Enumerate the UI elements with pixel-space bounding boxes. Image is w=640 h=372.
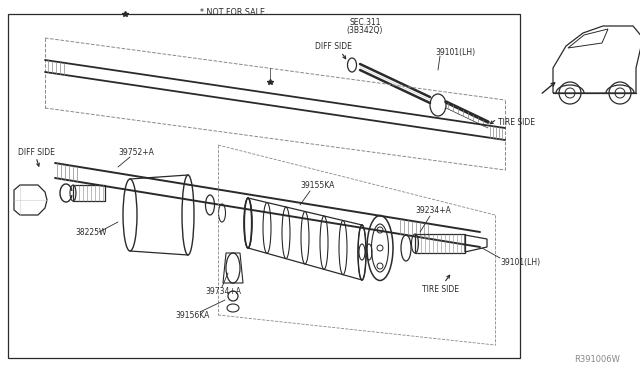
Text: TIRE SIDE: TIRE SIDE [498,118,535,126]
Text: 39752+A: 39752+A [118,148,154,157]
Text: 39155KA: 39155KA [300,180,334,189]
Text: 39734+A: 39734+A [205,288,241,296]
Text: DIFF SIDE: DIFF SIDE [17,148,54,157]
Bar [8,14,520,358]
Text: 39156KA: 39156KA [175,311,209,320]
Text: R391006W: R391006W [574,356,620,365]
Bar [415,234,465,253]
Text: (3B342Q): (3B342Q) [347,26,383,35]
Text: * NOT FOR SALE: * NOT FOR SALE [200,7,265,16]
Text: 39101(LH): 39101(LH) [435,48,475,57]
Text: SEC.311: SEC.311 [349,17,381,26]
Text: DIFF SIDE: DIFF SIDE [315,42,351,51]
Text: 38225W: 38225W [75,228,106,237]
Text: 39234+A: 39234+A [415,205,451,215]
Bar [73,185,105,201]
Text: 39101(LH): 39101(LH) [500,257,540,266]
Text: TIRE SIDE: TIRE SIDE [422,285,458,295]
